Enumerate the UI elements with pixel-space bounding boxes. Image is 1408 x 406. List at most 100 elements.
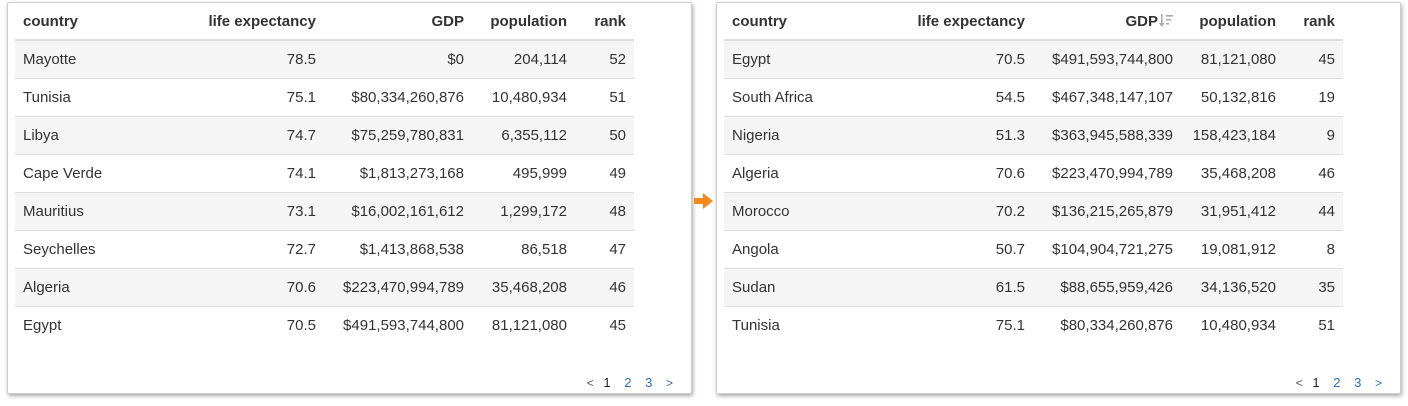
cell-country: Seychelles [15,230,165,269]
cell-gdp: $80,334,260,876 [1033,306,1181,344]
cell-life-expectancy: 54.5 [874,78,1033,117]
column-header-population[interactable]: population [472,3,575,41]
table-scroll-area[interactable]: country life expectancy GDP population r… [724,3,1343,355]
cell-country: South Africa [724,78,874,117]
cell-country: Egypt [15,306,165,344]
pagination-next-button[interactable]: > [665,376,673,390]
cell-gdp: $1,813,273,168 [324,154,472,193]
cell-life-expectancy: 72.7 [165,230,324,269]
cell-population: 6,355,112 [472,116,575,155]
cell-rank: 51 [1284,306,1343,344]
table-row[interactable]: Seychelles 72.7 $1,413,868,538 86,518 47 [15,230,634,269]
cell-country: Algeria [15,268,165,307]
cell-population: 10,480,934 [1181,306,1284,344]
table-row[interactable]: Cape Verde 74.1 $1,813,273,168 495,999 49 [15,154,634,193]
cell-rank: 19 [1284,78,1343,117]
cell-population: 50,132,816 [1181,78,1284,117]
cell-rank: 8 [1284,230,1343,269]
cell-life-expectancy: 78.5 [165,39,324,79]
table-header: country life expectancy GDP population r… [15,3,634,41]
pagination-page-1[interactable]: 1 [1312,375,1320,390]
table-row[interactable]: Algeria 70.6 $223,470,994,789 35,468,208 46 [724,154,1343,193]
header-row: country life expectancy GDP population r… [15,3,634,41]
table-row[interactable]: Nigeria 51.3 $363,945,588,339 158,423,184 9 [724,116,1343,155]
column-header-gdp-label: GDP [1125,12,1158,30]
sort-descending-icon[interactable] [1159,13,1173,28]
cell-life-expectancy: 74.7 [165,116,324,155]
cell-population: 1,299,172 [472,192,575,231]
table-row[interactable]: Algeria 70.6 $223,470,994,789 35,468,208 46 [15,268,634,307]
cell-rank: 46 [1284,154,1343,193]
column-header-country[interactable]: country [724,3,874,41]
cell-gdp: $467,348,147,107 [1033,78,1181,117]
cell-gdp: $16,002,161,612 [324,192,472,231]
column-header-life-expectancy[interactable]: life expectancy [874,3,1033,41]
cell-rank: 45 [1284,39,1343,79]
cell-population: 34,136,520 [1181,268,1284,307]
table-body: Egypt 70.5 $491,593,744,800 81,121,080 45 Sou… [724,39,1343,344]
cell-life-expectancy: 51.3 [874,116,1033,155]
cell-rank: 47 [575,230,634,269]
cell-rank: 45 [575,306,634,344]
cell-life-expectancy: 70.5 [874,39,1033,79]
cell-country: Nigeria [724,116,874,155]
table-row[interactable]: Mauritius 73.1 $16,002,161,612 1,299,172 48 [15,192,634,231]
pagination-prev-button[interactable]: < [586,376,594,390]
table-header: country life expectancy GDP population r… [724,3,1343,41]
cell-country: Mayotte [15,39,165,79]
cell-country: Libya [15,116,165,155]
pagination-next-button[interactable]: > [1374,376,1382,390]
column-header-gdp-sorted[interactable]: GDP [1033,3,1181,41]
cell-country: Sudan [724,268,874,307]
data-table: country life expectancy GDP population r… [724,3,1343,344]
pagination-prev-button[interactable]: < [1295,376,1303,390]
pagination-page-2[interactable]: 2 [624,375,632,390]
cell-gdp: $223,470,994,789 [1033,154,1181,193]
cell-country: Cape Verde [15,154,165,193]
cell-country: Egypt [724,39,874,79]
table-row[interactable]: Angola 50.7 $104,904,721,275 19,081,912 8 [724,230,1343,269]
cell-population: 35,468,208 [472,268,575,307]
column-header-population[interactable]: population [1181,3,1284,41]
table-row[interactable]: Egypt 70.5 $491,593,744,800 81,121,080 45 [724,39,1343,79]
column-header-gdp[interactable]: GDP [324,3,472,41]
cell-population: 31,951,412 [1181,192,1284,231]
cell-country: Tunisia [724,306,874,344]
cell-life-expectancy: 61.5 [874,268,1033,307]
column-header-life-expectancy[interactable]: life expectancy [165,3,324,41]
pagination: < 1 2 3 > [577,375,673,390]
cell-country: Angola [724,230,874,269]
table-row[interactable]: Morocco 70.2 $136,215,265,879 31,951,412 44 [724,192,1343,231]
cell-gdp: $75,259,780,831 [324,116,472,155]
pagination-page-3[interactable]: 3 [1354,375,1362,390]
table-row[interactable]: South Africa 54.5 $467,348,147,107 50,132,8… [724,78,1343,117]
cell-country: Morocco [724,192,874,231]
table-scroll-area[interactable]: country life expectancy GDP population r… [15,3,634,355]
cell-gdp: $104,904,721,275 [1033,230,1181,269]
arrow-right-icon [694,193,713,209]
table-row[interactable]: Tunisia 75.1 $80,334,260,876 10,480,934 51 [724,306,1343,344]
table-row[interactable]: Egypt 70.5 $491,593,744,800 81,121,080 45 [15,306,634,344]
cell-life-expectancy: 75.1 [165,78,324,117]
cell-population: 81,121,080 [472,306,575,344]
table-body: Mayotte 78.5 $0 204,114 52 Tunisia 75.1 $80,334… [15,39,634,344]
table-row[interactable]: Libya 74.7 $75,259,780,831 6,355,112 50 [15,116,634,155]
column-header-country[interactable]: country [15,3,165,41]
cell-rank: 35 [1284,268,1343,307]
column-header-rank[interactable]: rank [1284,3,1343,41]
table-row[interactable]: Sudan 61.5 $88,655,959,426 34,136,520 35 [724,268,1343,307]
cell-life-expectancy: 50.7 [874,230,1033,269]
cell-population: 86,518 [472,230,575,269]
cell-population: 35,468,208 [1181,154,1284,193]
cell-gdp: $491,593,744,800 [324,306,472,344]
header-row: country life expectancy GDP population r… [724,3,1343,41]
pagination-page-1[interactable]: 1 [603,375,611,390]
pagination-page-3[interactable]: 3 [645,375,653,390]
cell-life-expectancy: 70.6 [874,154,1033,193]
table-row[interactable]: Tunisia 75.1 $80,334,260,876 10,480,934 51 [15,78,634,117]
pagination-page-2[interactable]: 2 [1333,375,1341,390]
cell-gdp: $136,215,265,879 [1033,192,1181,231]
table-row[interactable]: Mayotte 78.5 $0 204,114 52 [15,39,634,79]
cell-rank: 46 [575,268,634,307]
column-header-rank[interactable]: rank [575,3,634,41]
